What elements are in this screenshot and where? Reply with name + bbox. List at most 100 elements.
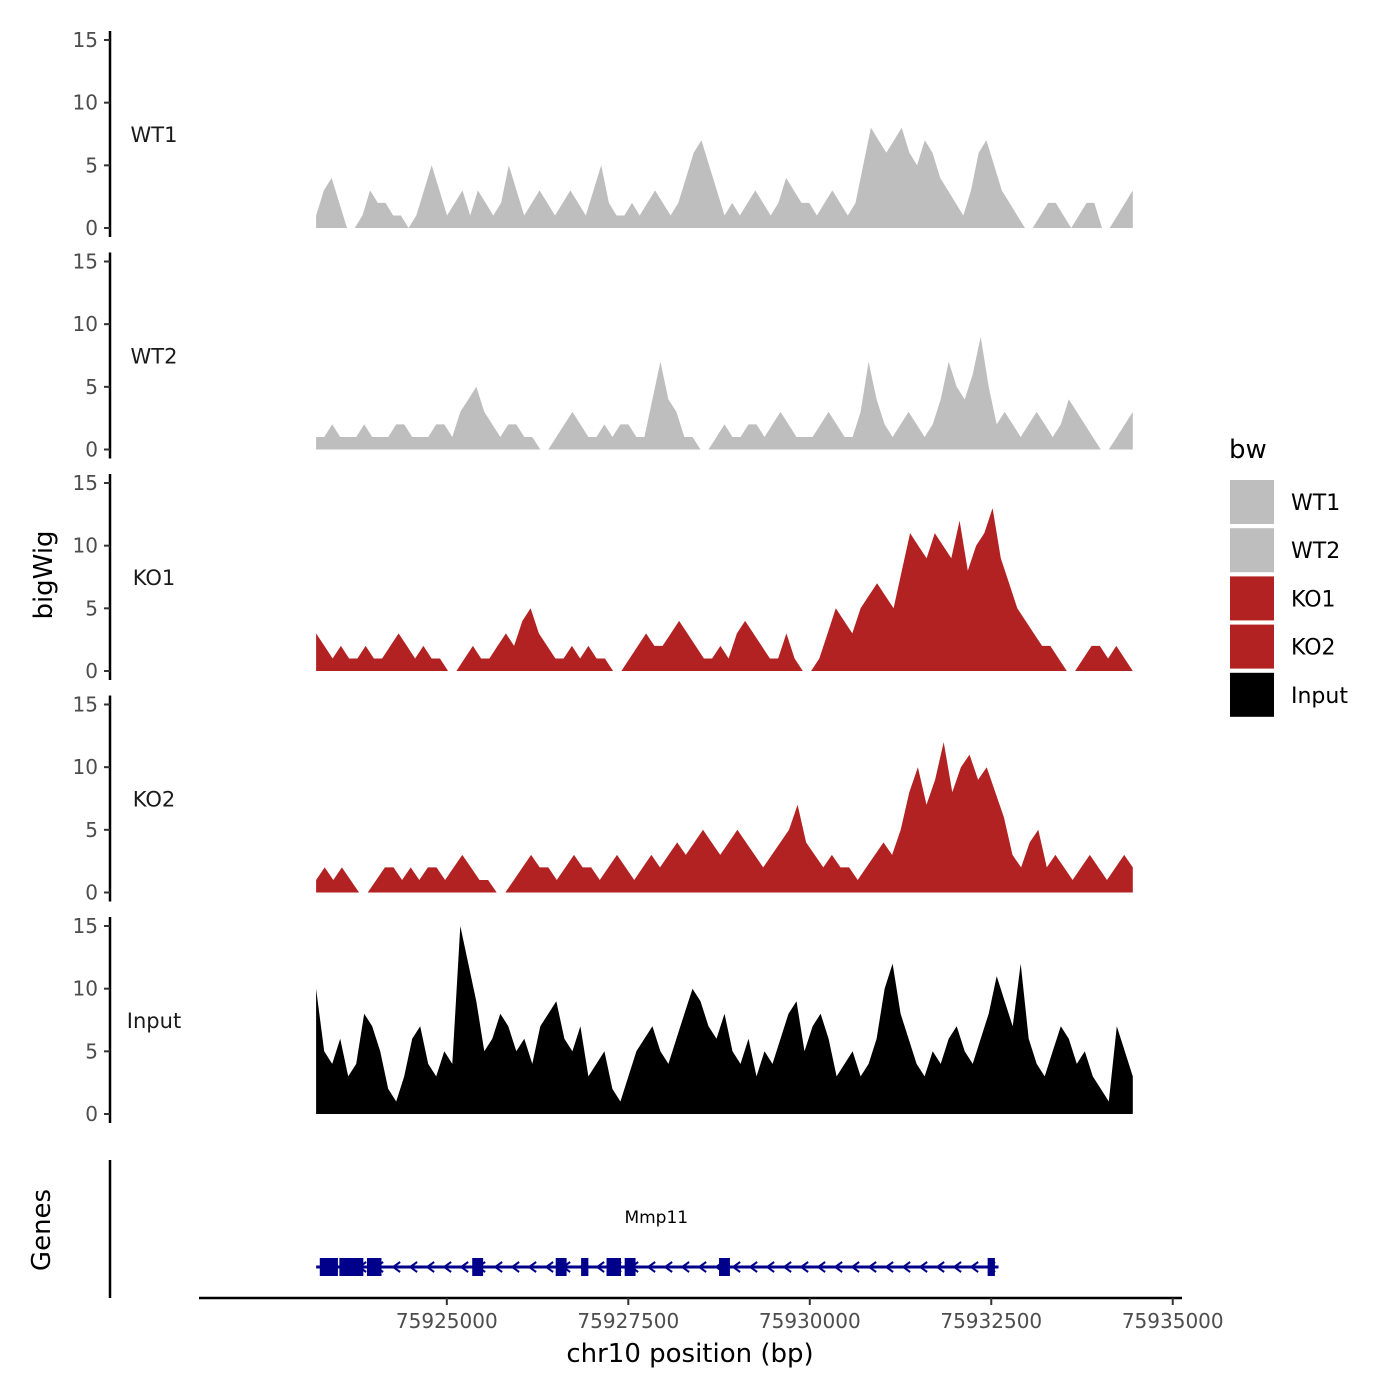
y-tick-label-input: 15 xyxy=(73,914,98,938)
coverage-area-wt1 xyxy=(316,177,347,228)
strand-chevron xyxy=(850,1261,860,1273)
strand-chevron xyxy=(425,1261,435,1273)
legend-label: WT2 xyxy=(1291,539,1340,564)
exon xyxy=(624,1258,636,1276)
strand-chevron xyxy=(663,1261,673,1273)
y-tick-label-wt1: 15 xyxy=(73,28,98,52)
y-tick-label-ko2: 10 xyxy=(73,755,98,779)
legend-label: KO1 xyxy=(1291,587,1336,612)
coverage-area-wt1 xyxy=(1032,202,1072,228)
y-tick-label-wt2: 5 xyxy=(85,375,98,399)
coverage-area-ko1 xyxy=(456,608,614,671)
strand-chevron xyxy=(595,1261,605,1273)
coverage-area-wt1 xyxy=(354,190,409,228)
exon xyxy=(581,1258,589,1276)
exon xyxy=(472,1258,484,1276)
coverage-area-wt1 xyxy=(1109,190,1133,228)
y-tick-label-ko1: 10 xyxy=(73,534,98,558)
strand-chevron xyxy=(782,1261,792,1273)
y-tick-label-wt2: 15 xyxy=(73,250,98,274)
genes-axis-title: Genes xyxy=(27,1189,57,1271)
exon xyxy=(719,1258,730,1276)
y-tick-label-wt1: 10 xyxy=(73,91,98,115)
gene-track: Genes Mmp11 xyxy=(27,1160,999,1298)
x-tick-label: 75932500 xyxy=(940,1309,1042,1333)
strand-chevron xyxy=(799,1261,809,1273)
x-tick-label: 75935000 xyxy=(1122,1309,1224,1333)
legend-swatch xyxy=(1230,576,1274,621)
strand-chevron xyxy=(527,1261,537,1273)
y-tick-label-ko2: 0 xyxy=(85,881,98,905)
y-tick-label-ko2: 15 xyxy=(73,693,98,717)
exon xyxy=(319,1258,338,1276)
y-tick-label-ko2: 5 xyxy=(85,818,98,842)
coverage-area-wt1 xyxy=(408,127,1026,228)
exon xyxy=(339,1258,364,1276)
strand-chevron xyxy=(408,1261,418,1273)
y-tick-label-ko1: 0 xyxy=(85,659,98,683)
coverage-area-wt2 xyxy=(316,386,541,450)
track-label-wt2: WT2 xyxy=(131,345,178,369)
coverage-area-ko2 xyxy=(367,854,497,893)
strand-chevron xyxy=(969,1261,979,1273)
strand-chevron xyxy=(697,1261,707,1273)
track-label-wt1: WT1 xyxy=(131,123,178,147)
legend: bw WT1 WT2 KO1 KO2 Input xyxy=(1229,435,1348,717)
coverage-area-ko1 xyxy=(1075,645,1133,671)
track-label-input: Input xyxy=(127,1009,181,1033)
strand-chevron xyxy=(748,1261,758,1273)
strand-chevron xyxy=(731,1261,741,1273)
coverage-area-ko2 xyxy=(505,742,1133,893)
x-tick-label: 75925000 xyxy=(396,1309,498,1333)
y-tick-label-input: 5 xyxy=(85,1039,98,1063)
strand-chevron xyxy=(816,1261,826,1273)
strand-chevron xyxy=(765,1261,775,1273)
strand-chevron xyxy=(646,1261,656,1273)
coverage-area-input xyxy=(316,926,1133,1114)
strand-chevron xyxy=(884,1261,894,1273)
legend-swatch xyxy=(1230,480,1274,524)
strand-chevron xyxy=(901,1261,911,1273)
y-tick-label-wt2: 0 xyxy=(85,438,98,462)
exon xyxy=(987,1258,995,1276)
strand-chevron xyxy=(442,1261,452,1273)
coverage-area-ko1 xyxy=(811,508,1067,671)
gene-label: Mmp11 xyxy=(624,1208,688,1228)
strand-chevron xyxy=(935,1261,945,1273)
exon xyxy=(366,1258,382,1276)
y-tick-label-wt1: 0 xyxy=(85,216,98,240)
strand-chevron xyxy=(680,1261,690,1273)
y-tick-label-wt2: 10 xyxy=(73,312,98,336)
x-axis-title: chr10 position (bp) xyxy=(566,1339,813,1369)
strand-chevron xyxy=(918,1261,928,1273)
y-tick-label-input: 10 xyxy=(73,977,98,1001)
strand-chevron xyxy=(833,1261,843,1273)
strand-chevron xyxy=(544,1261,554,1273)
legend-label: Input xyxy=(1291,684,1348,709)
track-label-ko1: KO1 xyxy=(133,566,176,590)
coverage-area-ko1 xyxy=(621,620,803,671)
x-tick-label: 75927500 xyxy=(577,1309,679,1333)
track-label-ko2: KO2 xyxy=(133,788,176,812)
legend-label: KO2 xyxy=(1291,636,1336,661)
strand-chevron xyxy=(510,1261,520,1273)
exon xyxy=(606,1258,622,1276)
x-tick-label: 75930000 xyxy=(759,1309,861,1333)
x-axis: chr10 position (bp) 75925000 75927500 7593… xyxy=(199,1296,1224,1369)
legend-title: bw xyxy=(1229,435,1267,465)
strand-chevron xyxy=(952,1261,962,1273)
strand-chevron xyxy=(493,1261,503,1273)
legend-swatch xyxy=(1230,624,1274,669)
strand-chevron xyxy=(391,1261,401,1273)
coverage-area-wt1 xyxy=(1071,202,1102,228)
legend-swatch xyxy=(1230,528,1274,573)
strand-chevron xyxy=(867,1261,877,1273)
coverage-area-ko2 xyxy=(316,867,360,893)
strand-chevron xyxy=(459,1261,469,1273)
coverage-area-wt2 xyxy=(1108,411,1133,450)
y-tick-label-wt1: 5 xyxy=(85,153,98,177)
y-tick-label-ko1: 5 xyxy=(85,596,98,620)
coverage-area-ko1 xyxy=(316,633,449,671)
coverage-area-wt2 xyxy=(708,336,1101,450)
